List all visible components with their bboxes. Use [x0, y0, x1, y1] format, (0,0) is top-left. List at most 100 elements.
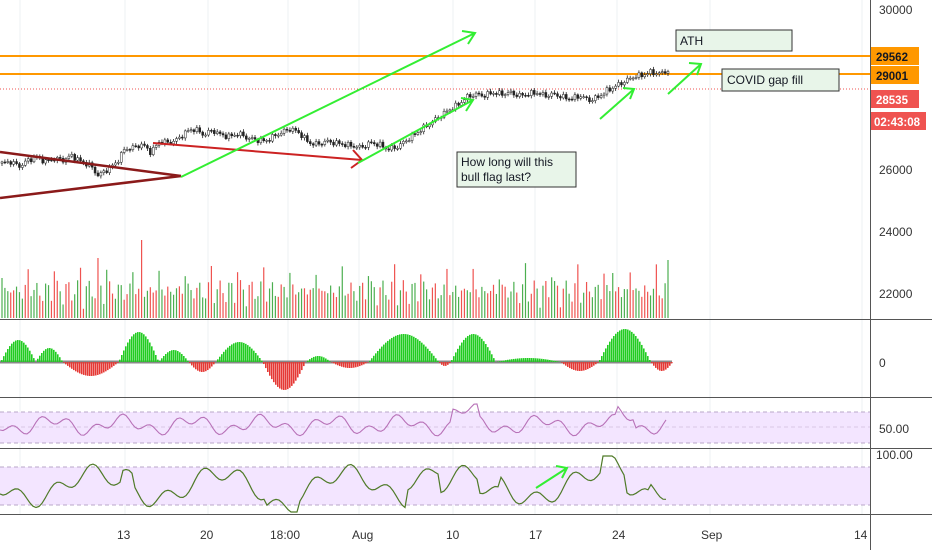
volume-bar [612, 273, 614, 318]
oscillator-bar [659, 362, 661, 371]
volume-bar [350, 282, 352, 318]
volume-bar [449, 295, 451, 318]
oscillator-bar [45, 349, 47, 362]
volume-bar [571, 301, 573, 318]
oscillator-bar [337, 362, 339, 366]
volume-bar [332, 292, 335, 318]
oscillator-bar [473, 334, 475, 362]
volume-bar [577, 264, 579, 318]
candle-body [349, 142, 353, 147]
candle-body [413, 133, 417, 135]
volume-bar [65, 284, 67, 318]
volume-bar [492, 284, 495, 318]
price-axis[interactable]: 30000 26000 24000 22000 0 50.00 100.00 [876, 3, 913, 462]
oscillator-bar [603, 352, 605, 362]
oscillator-bar [107, 362, 109, 371]
oscillator-bar [549, 359, 551, 362]
price-tick-30000: 30000 [879, 3, 913, 17]
candle-body [76, 157, 79, 161]
oscillator-bar [205, 362, 207, 372]
volume-bar [4, 287, 6, 318]
volume-bar [100, 285, 102, 318]
oscillator-bar [411, 335, 413, 362]
candle-body [486, 91, 489, 98]
oscillator-bar [359, 362, 361, 367]
candle-body [570, 98, 574, 101]
oscillator-bar [637, 338, 639, 362]
oscillator-bar [139, 332, 141, 362]
time-tick-20: 20 [200, 528, 214, 542]
oscillator-bar [453, 356, 455, 362]
time-axis[interactable]: 13 20 18:00 Aug 10 17 24 Sep 14 [117, 528, 868, 542]
candle-body [207, 130, 210, 136]
oscillator-bar [583, 362, 585, 371]
note-ath[interactable]: ATH [675, 29, 793, 52]
candle-body [573, 94, 577, 100]
price-tick-24000: 24000 [879, 225, 913, 239]
oscillator-bar [475, 334, 477, 362]
oscillator-histogram [0, 329, 673, 390]
candle-body [213, 130, 216, 134]
volume-bar [376, 305, 378, 318]
candle-body [297, 130, 300, 133]
candle-body [215, 131, 219, 134]
time-tick-1800: 18:00 [270, 528, 300, 542]
oscillator-bar [455, 352, 457, 362]
oscillator-bar [33, 358, 35, 362]
candle-body [567, 98, 571, 101]
candle-body [623, 82, 626, 86]
volume-bar [164, 295, 166, 318]
oscillator-bar [487, 347, 489, 362]
volume-bar [652, 288, 655, 318]
candle-body [655, 73, 658, 76]
oscillator-bar [373, 355, 375, 362]
volume-bar [585, 281, 588, 318]
volume-bar [79, 267, 82, 318]
candle-body [117, 161, 120, 164]
oscillator-bar [393, 336, 395, 362]
candle-body [370, 141, 373, 144]
candle-body [79, 157, 82, 162]
oscillator-bar [219, 356, 221, 362]
volume-bar [74, 294, 76, 318]
candle-body [149, 148, 152, 155]
volume-bar [495, 293, 498, 318]
volume-bar [152, 292, 154, 318]
candle-body [658, 72, 661, 75]
oscillator-bar [551, 360, 553, 362]
oscillator-bar [313, 356, 315, 362]
oscillator-bar [561, 362, 563, 363]
volume-bar [27, 269, 29, 318]
volume-bar [347, 293, 349, 318]
note-covid-gap[interactable]: COVID gap fill [721, 68, 840, 92]
volume-bar [228, 282, 230, 318]
volume-bar [655, 264, 657, 318]
candle-body [26, 158, 30, 162]
oscillator-bar [605, 348, 607, 362]
candle-body [614, 85, 617, 89]
candle-body [175, 138, 178, 142]
oscillator-bar [211, 362, 213, 367]
oscillator-bar [385, 342, 387, 362]
candle-body [375, 143, 379, 147]
oscillator-bar [319, 356, 321, 362]
candle-body [495, 93, 498, 95]
volume-bar [146, 290, 149, 318]
candle-body [183, 130, 187, 139]
oscillator-bar [621, 329, 623, 362]
oscillator-bar [161, 358, 163, 362]
volume-bar [504, 286, 506, 318]
volume-bar [565, 280, 567, 318]
candle-body [201, 131, 204, 136]
volume-bar [382, 280, 384, 318]
candle-body [317, 141, 321, 145]
note-bull-flag[interactable]: How long will this bull flag last? [456, 151, 577, 188]
oscillator-bar [27, 347, 29, 362]
candle-body [341, 143, 344, 145]
oscillator-bar [667, 362, 669, 368]
oscillator-bar [381, 346, 383, 362]
oscillator-bar [273, 362, 275, 383]
oscillator-bar [165, 353, 167, 362]
candle-body [70, 154, 74, 157]
oscillator-bar [665, 362, 667, 370]
